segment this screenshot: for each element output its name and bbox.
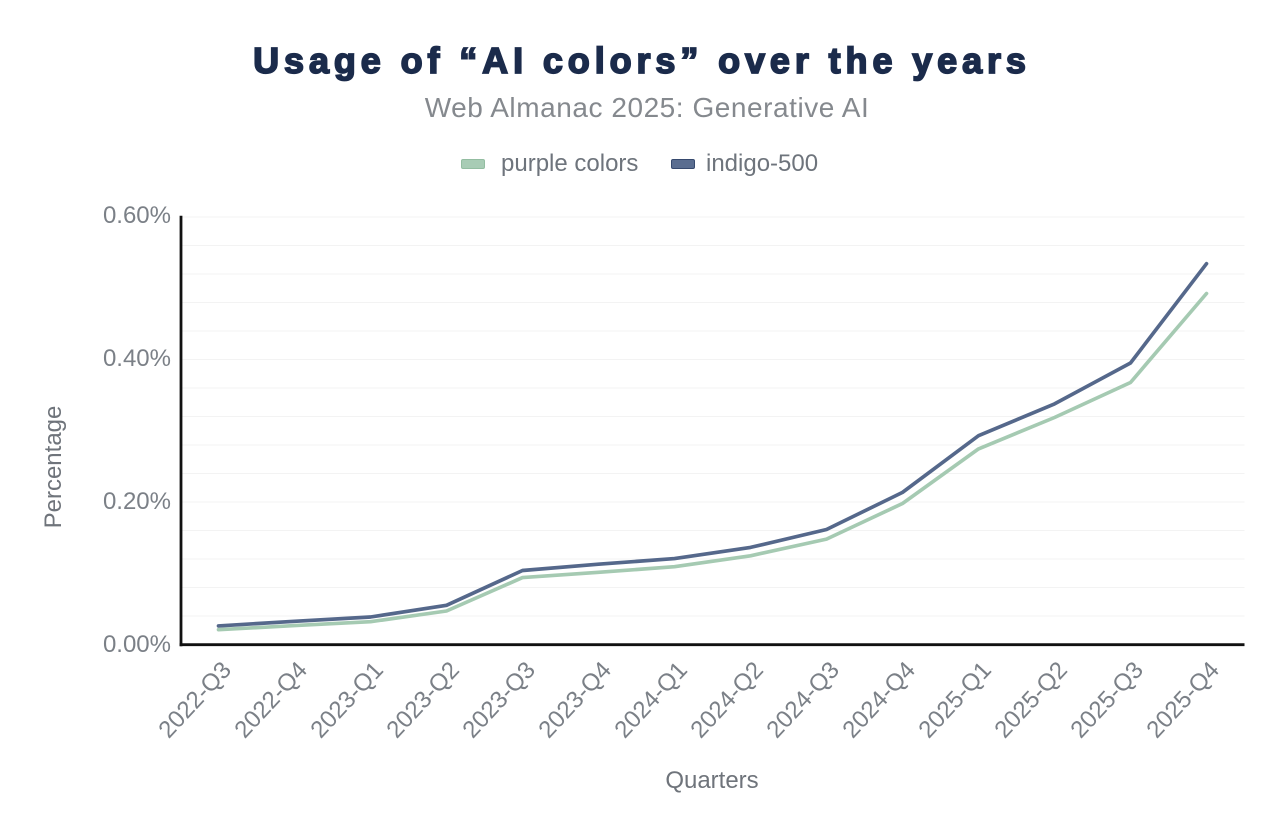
svg-text:2024-Q2: 2024-Q2: [685, 657, 768, 744]
svg-text:2025-Q4: 2025-Q4: [1141, 657, 1224, 744]
svg-text:2025-Q1: 2025-Q1: [913, 657, 996, 744]
svg-text:2024-Q3: 2024-Q3: [761, 657, 844, 744]
svg-text:2024-Q1: 2024-Q1: [609, 657, 692, 744]
svg-text:2025-Q3: 2025-Q3: [1065, 657, 1148, 744]
svg-text:2022-Q4: 2022-Q4: [229, 657, 312, 744]
svg-text:2024-Q4: 2024-Q4: [837, 657, 920, 744]
svg-text:2023-Q1: 2023-Q1: [305, 657, 388, 744]
svg-text:2023-Q3: 2023-Q3: [457, 657, 540, 744]
svg-text:2022-Q3: 2022-Q3: [153, 657, 236, 744]
svg-text:2023-Q4: 2023-Q4: [533, 657, 616, 744]
svg-text:2023-Q2: 2023-Q2: [381, 657, 464, 744]
svg-text:2025-Q2: 2025-Q2: [989, 657, 1072, 744]
